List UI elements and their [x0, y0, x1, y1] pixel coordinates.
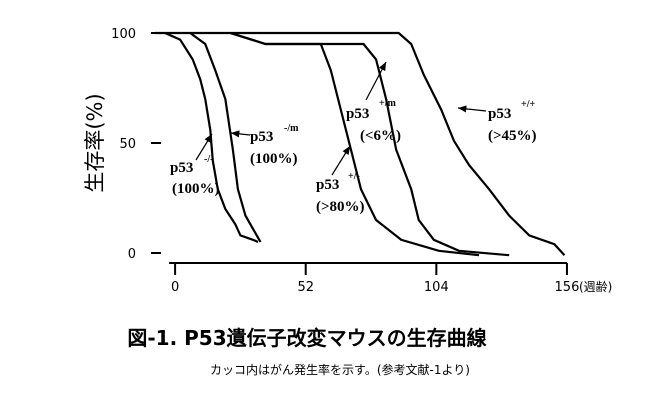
y-tick-label: 0: [128, 247, 136, 262]
annotation-genotype: +/+: [521, 99, 535, 110]
y-axis-label: 生存率(%): [83, 93, 107, 192]
annotation-genotype: +/-: [348, 171, 360, 182]
annotation-arrow: [195, 133, 213, 161]
annotation-arrow: [365, 61, 387, 101]
annotation-arrow: [331, 145, 351, 176]
annotation-label: p53: [316, 177, 339, 193]
annotation-genotype: -/m: [284, 123, 299, 134]
y-tick-label: 50: [119, 137, 136, 152]
survival-curve: [189, 32, 262, 243]
annotation-rate: (<6%): [360, 128, 401, 144]
annotation-label: p53: [488, 106, 511, 122]
survival-curve: [155, 31, 566, 256]
annotation-rate: (>80%): [316, 199, 365, 215]
annotation-rate: (100%): [250, 151, 298, 167]
survival-curve: [230, 31, 510, 257]
note: カッコ内はがん発生率を示す。(参考文献-1より): [210, 362, 470, 377]
annotation-arrow: [230, 130, 251, 138]
x-tick-label: 156: [555, 280, 580, 295]
caption: 図-1. P53遺伝子改変マウスの生存曲線: [127, 326, 486, 350]
x-axis-unit: (週齢): [579, 279, 612, 294]
annotation-label: p53: [250, 129, 273, 145]
survival-curve: [164, 31, 259, 244]
annotation-rate: (>45%): [488, 128, 537, 144]
annotation-genotype: -/-: [204, 154, 213, 165]
y-tick-label: 100: [111, 27, 136, 42]
annotation-rate: (100%): [172, 181, 220, 197]
annotation-genotype: +/m: [379, 98, 396, 109]
annotation-label: p53: [170, 160, 193, 176]
x-tick-label: 104: [424, 280, 449, 295]
x-tick-label: 0: [171, 280, 179, 295]
x-tick-label: 52: [297, 280, 314, 295]
annotation-label: p53: [346, 106, 369, 122]
annotation-arrow: [457, 105, 487, 113]
